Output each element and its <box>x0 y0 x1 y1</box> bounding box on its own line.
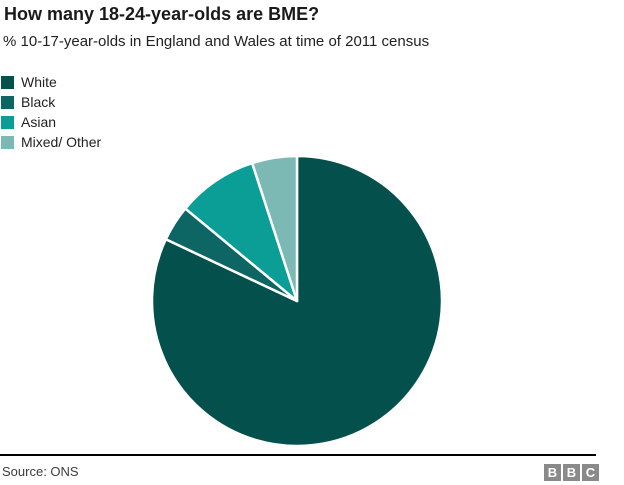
bbc-logo: B B C <box>544 464 599 481</box>
pie-slice-asian <box>184 161 299 303</box>
page-subtitle: % 10-17-year-olds in England and Wales a… <box>3 33 430 50</box>
pie-chart-container <box>147 151 447 451</box>
pie-slice-mixed-other <box>250 154 299 303</box>
legend: White Black Asian Mixed/ Other <box>1 72 101 152</box>
legend-label: Black <box>21 94 56 110</box>
pie-chart <box>150 154 444 448</box>
legend-swatch-white <box>1 75 14 89</box>
legend-label: White <box>21 74 57 90</box>
legend-swatch-asian <box>1 115 14 129</box>
footer-divider <box>0 454 596 456</box>
legend-label: Mixed/ Other <box>21 134 102 150</box>
source-text: Source: ONS <box>2 464 79 479</box>
page-title: How many 18-24-year-olds are BME? <box>4 4 320 24</box>
legend-swatch-mixed-other <box>1 135 14 149</box>
legend-item-mixed-other: Mixed/ Other <box>1 132 101 152</box>
legend-label: Asian <box>21 114 57 130</box>
legend-item-white: White <box>1 72 101 92</box>
bbc-logo-block: B <box>563 464 580 481</box>
bbc-logo-block: C <box>582 464 599 481</box>
bbc-logo-block: B <box>544 464 561 481</box>
legend-item-black: Black <box>1 92 101 112</box>
legend-swatch-black <box>1 95 14 109</box>
legend-item-asian: Asian <box>1 112 101 132</box>
